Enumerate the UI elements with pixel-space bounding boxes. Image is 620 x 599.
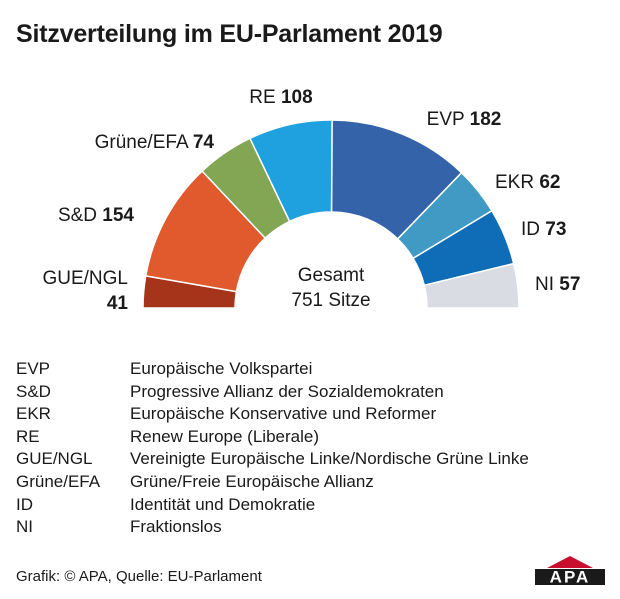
legend-row: NI Fraktionslos (16, 516, 616, 539)
logo-text: APA (550, 568, 591, 587)
legend-abbr: EVP (16, 359, 51, 378)
legend-name: Europäische Konservative und Reformer (130, 404, 437, 424)
center-label-line-1: Gesamt (298, 265, 365, 286)
logo-bar (535, 569, 605, 585)
slice-ni (423, 262, 520, 309)
legend-abbr: S&D (16, 381, 51, 401)
legend: EVP Europäische Volkspartei S&D Progressiv… (16, 358, 616, 539)
legend-row: EVP Europäische Volkspartei (16, 358, 616, 381)
legend-name: Vereinigte Europäische Linke/Nordische G… (130, 449, 529, 469)
legend-row: GUE/NGL Vereinigte Europäische Linke/Nord… (16, 448, 616, 471)
legend-abbr: Grüne/EFA (16, 471, 101, 491)
legend-abbr: GUE/NGL (16, 449, 93, 469)
legend-name: Fraktionslos (130, 517, 222, 537)
slice-label: NI 57 (535, 274, 580, 295)
legend-abbr: RE (16, 426, 40, 446)
apa-logo: APA (535, 556, 605, 587)
slice-label: RE 108 (249, 87, 312, 108)
source-note: Grafik: © APA, Quelle: EU-Parlament (16, 568, 262, 585)
logo-triangle (547, 556, 593, 568)
legend-row: EKR Europäische Konservative und Reformer (16, 403, 616, 426)
slice-label: S&D 154 (58, 205, 134, 226)
legend-name: Europäische Volkspartei (130, 359, 313, 378)
legend-row: S&D Progressive Allianz der Sozialdemokra… (16, 381, 616, 404)
slice-label: ID 73 (521, 219, 566, 240)
legend-name: Identität und Demokratie (130, 494, 316, 514)
legend-name: Progressive Allianz der Sozialdemokraten (130, 381, 444, 401)
legend-abbr: ID (16, 494, 33, 514)
center-label-line-2: 751 Sitze (291, 290, 370, 311)
legend-abbr: NI (16, 517, 33, 537)
slice-label: EVP 182 (427, 109, 502, 130)
slice-label: Grüne/EFA 74 (95, 132, 215, 153)
legend-row: RE Renew Europe (Liberale) (16, 426, 616, 449)
seat-chart: GUE/NGL 41 S&D 154 Grüne/EFA 74 RE 108 EVP 18… (42, 87, 580, 314)
legend-row: ID Identität und Demokratie (16, 494, 616, 517)
legend-abbr: EKR (16, 404, 51, 424)
slice-label: GUE/NGL 41 (42, 268, 128, 314)
slice-labels: GUE/NGL 41 S&D 154 Grüne/EFA 74 RE 108 EVP 18… (42, 87, 580, 314)
slice-label: EKR 62 (495, 172, 561, 193)
slices (142, 119, 520, 309)
legend-name: Renew Europe (Liberale) (130, 426, 319, 446)
legend-name: Grüne/Freie Europäische Allianz (130, 471, 374, 491)
legend-row: Grüne/EFA Grüne/Freie Europäische Allianz (16, 471, 616, 494)
chart-title: Sitzverteilung im EU-Parlament 2019 (16, 20, 443, 48)
